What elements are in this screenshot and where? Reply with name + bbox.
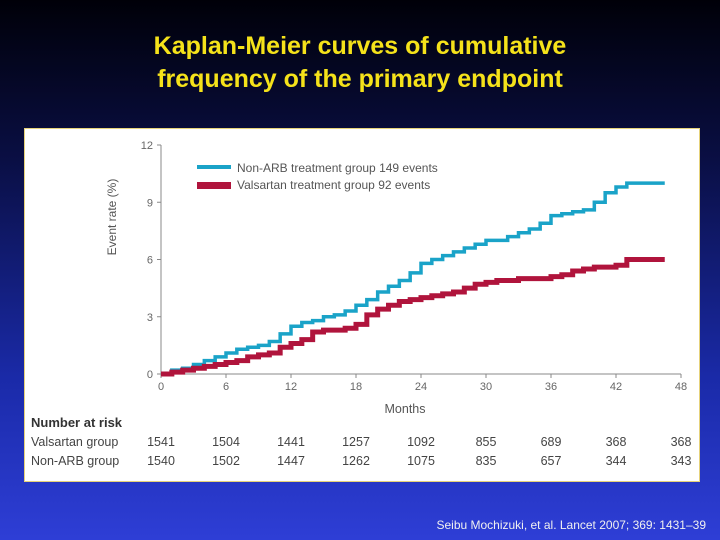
citation: Seibu Mochizuki, et al. Lancet 2007; 369… [436,518,706,532]
x-tick-label: 30 [480,381,492,393]
risk-table-cell: 1540 [147,454,175,468]
risk-table-cell: 1257 [342,435,370,449]
risk-table-cell: 1441 [277,435,305,449]
slide-title-line-2: frequency of the primary endpoint [157,65,563,93]
legend-swatch [197,182,231,189]
valsartan-curve [161,257,665,377]
risk-table-cell: 1092 [407,435,435,449]
risk-table-cell: 1504 [212,435,240,449]
y-tick-label: 6 [147,255,153,267]
slide-title-line-1: Kaplan-Meier curves of cumulative [153,32,567,60]
slide-title: Kaplan-Meier curves of cumulative freque… [80,30,640,96]
risk-row-label: Valsartan group [31,435,119,449]
risk-table-cell: 1447 [277,454,305,468]
chart-panel: 0 6 12 18 24 30 36 42 48 0 3 6 9 12 Non-ARB treatment… [24,128,700,482]
legend-label: Valsartan treatment group 92 events [237,178,430,192]
risk-table-cell: 1262 [342,454,370,468]
chart-curves [161,181,665,377]
risk-table-heading: Number at risk [31,415,123,430]
y-axis-label: Event rate (%) [105,179,119,256]
chart-legend: Non-ARB treatment group 149 events Valsar… [197,161,438,192]
y-tick-label: 9 [147,197,153,209]
risk-table-cell: 368 [605,435,627,449]
risk-row-label: Non-ARB group [31,454,120,468]
x-tick-label: 6 [223,381,229,393]
y-tick-label: 0 [147,369,153,381]
risk-table-cell: 657 [540,454,562,468]
risk-table-cell: 855 [475,435,497,449]
number-at-risk-table: Number at risk Valsartan group 1541 1504 14… [25,129,699,481]
non-arb-curve [161,181,665,376]
y-tick-label: 12 [141,140,153,152]
x-tick-label: 42 [610,381,622,393]
y-tick-label: 3 [147,312,153,324]
x-tick-label: 18 [350,381,362,393]
x-tick-label: 36 [545,381,557,393]
risk-table-cell: 1541 [147,435,175,449]
risk-table-cell: 343 [670,454,692,468]
x-tick-label: 48 [675,381,687,393]
legend-label: Non-ARB treatment group 149 events [237,161,438,175]
risk-table-cell: 1075 [407,454,435,468]
risk-table-cell: 344 [605,454,627,468]
risk-table-cell: 689 [540,435,562,449]
x-tick-label: 24 [415,381,427,393]
risk-table-cell: 835 [475,454,497,468]
risk-table-cell: 368 [670,435,692,449]
x-axis-label: Months [385,402,426,416]
x-tick-label: 12 [285,381,297,393]
legend-swatch [197,165,231,169]
risk-table-cell: 1502 [212,454,240,468]
x-tick-label: 0 [158,381,164,393]
